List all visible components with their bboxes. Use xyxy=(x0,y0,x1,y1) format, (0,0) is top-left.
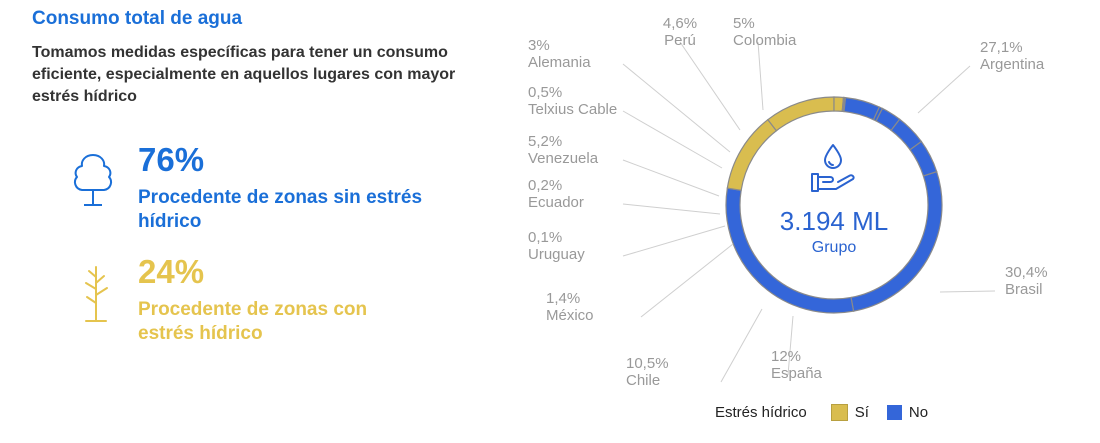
slice-name-label: Perú xyxy=(664,32,696,49)
leader-line xyxy=(640,243,734,318)
leader-line xyxy=(787,315,794,376)
slice-name-label: Ecuador xyxy=(528,194,584,211)
water-hand-icon xyxy=(811,144,855,192)
leader-line xyxy=(622,110,723,169)
leader-line xyxy=(622,225,726,257)
donut-slice-chile xyxy=(766,96,835,132)
stat-description: Procedente de zonas con estrés hídrico xyxy=(138,299,368,344)
leader-line xyxy=(720,308,763,383)
legend-label-si: Sí xyxy=(854,404,869,421)
page-subtitle: Tomamos medidas específicas para tener u… xyxy=(32,44,456,105)
slice-value-label: 27,1% xyxy=(980,39,1023,56)
slice-name-label: México xyxy=(546,307,594,324)
slice-name-label: Brasil xyxy=(1005,281,1043,298)
leader-line xyxy=(622,203,721,215)
slice-value-label: 10,5% xyxy=(626,355,669,372)
legend-item-si: Sí xyxy=(830,404,869,421)
label-leaders xyxy=(622,41,996,383)
legend-swatch-si xyxy=(830,404,848,421)
page-title: Consumo total de agua xyxy=(32,8,243,29)
slice-name-label: Venezuela xyxy=(528,150,599,167)
slice-name-label: Argentina xyxy=(980,56,1045,73)
donut-slices xyxy=(725,96,943,314)
leader-line xyxy=(679,41,741,131)
stat-no-stress: 76% Procedente de zonas sin estrés hídri… xyxy=(138,142,428,234)
leader-line xyxy=(939,290,996,293)
slice-value-label: 30,4% xyxy=(1005,264,1048,281)
slice-name-label: Telxius Cable xyxy=(528,101,617,118)
stat-description: Procedente de zonas sin estrés hídrico xyxy=(138,187,423,232)
slice-value-label: 0,5% xyxy=(528,84,562,101)
legend-title: Estrés hídrico xyxy=(715,404,807,421)
slice-value-label: 4,6% xyxy=(663,15,697,32)
slice-value-label: 12% xyxy=(771,348,801,365)
slice-labels: 27,1%Argentina30,4%Brasil12%España10,5%C… xyxy=(528,15,1048,389)
legend-swatch-no xyxy=(886,405,902,420)
stat-with-stress: 24% Procedente de zonas con estrés hídri… xyxy=(138,254,428,346)
slice-name-label: Alemania xyxy=(528,54,591,71)
slice-value-label: 3% xyxy=(528,37,550,54)
tree-icon xyxy=(73,154,113,206)
slice-name-label: Chile xyxy=(626,372,660,389)
leader-line xyxy=(917,65,971,114)
donut-slice-argentina xyxy=(850,170,943,312)
stat-percentage: 76% xyxy=(138,141,205,178)
slice-name-label: Colombia xyxy=(733,32,797,49)
donut-slice-colombia xyxy=(909,140,938,177)
chart-legend: Estrés hídrico Sí No xyxy=(715,404,946,421)
leader-line xyxy=(622,159,720,197)
leader-line xyxy=(622,63,731,153)
slice-value-label: 1,4% xyxy=(546,290,580,307)
legend-item-no: No xyxy=(886,404,929,421)
slice-value-label: 0,1% xyxy=(528,229,562,246)
donut-center-value: 3.194 ML xyxy=(780,206,888,236)
stat-percentage: 24% xyxy=(138,253,205,290)
donut-center-label: Grupo xyxy=(812,239,857,256)
slice-value-label: 0,2% xyxy=(528,177,562,194)
slice-value-label: 5,2% xyxy=(528,133,562,150)
donut-slice-venezuela xyxy=(843,96,881,121)
slice-value-label: 5% xyxy=(733,15,755,32)
slice-name-label: España xyxy=(771,365,823,382)
leader-line xyxy=(757,41,764,111)
slice-name-label: Uruguay xyxy=(528,246,585,263)
dry-tree-icon xyxy=(85,266,108,322)
legend-label-no: No xyxy=(908,404,929,421)
donut-slice-españa xyxy=(726,118,778,191)
